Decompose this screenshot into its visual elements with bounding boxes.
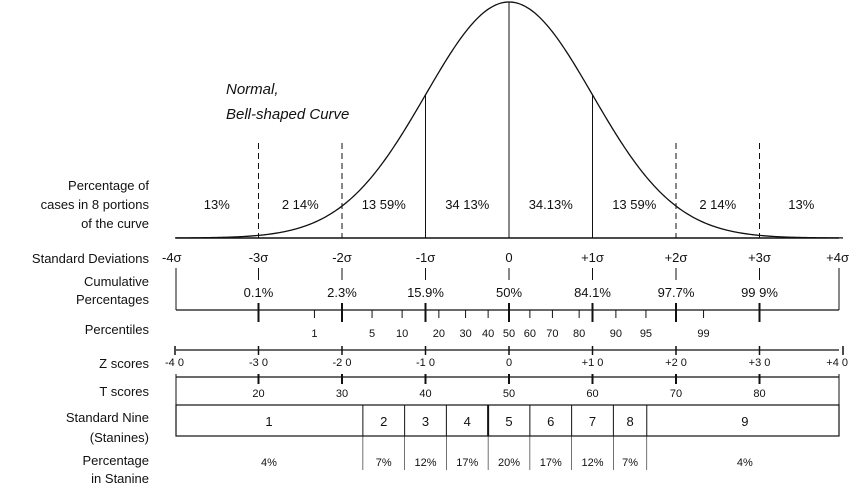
- std-dev-label: -3σ: [249, 250, 269, 265]
- percentile-label: 10: [396, 328, 408, 340]
- row-label-portions: of the curve: [81, 216, 149, 231]
- cumulative-label: 0.1%: [244, 285, 274, 300]
- stanine-label: 2: [380, 414, 387, 429]
- t-score-label: 60: [586, 388, 598, 400]
- cumulative-label: 99 9%: [741, 285, 778, 300]
- curve-title-line2: Bell-shaped Curve: [226, 106, 349, 123]
- stanine-percentage: 12%: [581, 457, 603, 469]
- row-label-cumulative: Cumulative: [84, 274, 149, 289]
- cumulative-label: 84.1%: [574, 285, 611, 300]
- portion-percentage: 13 59%: [612, 197, 657, 212]
- std-dev-label: +4σ: [826, 250, 849, 265]
- z-score-label: -3 0: [249, 357, 268, 369]
- stanine-percentage: 4%: [261, 457, 277, 469]
- percentile-label: 30: [459, 328, 471, 340]
- percentile-label: 50: [503, 328, 515, 340]
- stanine-label: 3: [422, 414, 429, 429]
- portion-percentage: 2 14%: [699, 197, 736, 212]
- t-score-label: 80: [753, 388, 765, 400]
- std-dev-label: -1σ: [416, 250, 436, 265]
- t-score-label: 70: [670, 388, 682, 400]
- stanine-label: 6: [547, 414, 554, 429]
- stanine-label: 5: [505, 414, 512, 429]
- row-label-z-scores: Z scores: [99, 356, 149, 371]
- portion-percentage: 13%: [788, 197, 814, 212]
- t-score-label: 40: [419, 388, 431, 400]
- t-score-label: 30: [336, 388, 348, 400]
- portion-percentage: 2 14%: [282, 197, 319, 212]
- row-label-stanine: (Stanines): [90, 430, 149, 445]
- std-dev-label: +3σ: [748, 250, 771, 265]
- percentile-label: 60: [524, 328, 536, 340]
- z-score-label: +2 0: [665, 357, 687, 369]
- std-dev-label: +1σ: [581, 250, 604, 265]
- z-score-label: +4 0: [826, 357, 848, 369]
- row-label-pct-stanine: in Stanine: [91, 471, 149, 486]
- cumulative-label: 50%: [496, 285, 522, 300]
- z-score-label: +1 0: [582, 357, 604, 369]
- percentile-label: 99: [697, 328, 709, 340]
- curve-title-line1: Normal,: [226, 81, 279, 98]
- z-score-label: +3 0: [749, 357, 771, 369]
- t-score-label: 50: [503, 388, 515, 400]
- stanine-label: 1: [265, 414, 272, 429]
- z-score-label: -1 0: [416, 357, 435, 369]
- stanine-percentage: 4%: [737, 457, 753, 469]
- stanine-percentage: 7%: [376, 457, 392, 469]
- t-score-label: 20: [252, 388, 264, 400]
- stanine-percentage: 12%: [414, 457, 436, 469]
- z-score-label: -2 0: [333, 357, 352, 369]
- row-label-t-scores: T scores: [99, 384, 149, 399]
- cumulative-label: 2.3%: [327, 285, 357, 300]
- portion-percentage: 34.13%: [529, 197, 574, 212]
- cumulative-label: 97.7%: [658, 285, 695, 300]
- row-label-std-dev: Standard Deviations: [32, 251, 150, 266]
- percentile-label: 95: [640, 328, 652, 340]
- percentile-label: 20: [433, 328, 445, 340]
- stanine-percentage: 20%: [498, 457, 520, 469]
- z-score-label: -4 0: [165, 357, 184, 369]
- portion-percentage: 13 59%: [362, 197, 407, 212]
- stanine-label: 9: [741, 414, 748, 429]
- row-label-percentiles: Percentiles: [85, 322, 150, 337]
- z-score-label: 0: [506, 357, 512, 369]
- percentile-label: 70: [546, 328, 558, 340]
- cumulative-label: 15.9%: [407, 285, 444, 300]
- std-dev-label: -2σ: [332, 250, 352, 265]
- portion-percentage: 34 13%: [445, 197, 490, 212]
- percentile-label: 1: [311, 328, 317, 340]
- stanine-percentage: 17%: [540, 457, 562, 469]
- row-label-stanine: Standard Nine: [66, 410, 149, 425]
- percentile-label: 90: [610, 328, 622, 340]
- stanine-box: [175, 404, 840, 437]
- row-label-portions: Percentage of: [68, 178, 149, 193]
- std-dev-label: +2σ: [665, 250, 688, 265]
- stanine-percentage: 7%: [622, 457, 638, 469]
- stanine-label: 4: [464, 414, 471, 429]
- percentile-label: 80: [573, 328, 585, 340]
- portion-percentage: 13%: [204, 197, 230, 212]
- std-dev-label: -4σ: [162, 250, 182, 265]
- row-label-portions: cases in 8 portions: [41, 197, 150, 212]
- std-dev-label: 0: [505, 250, 512, 265]
- row-label-pct-stanine: Percentage: [83, 453, 150, 468]
- stanine-percentage: 17%: [456, 457, 478, 469]
- percentile-label: 5: [369, 328, 375, 340]
- row-label-cumulative: Percentages: [76, 292, 149, 307]
- stanine-label: 7: [589, 414, 596, 429]
- stanine-label: 8: [626, 414, 633, 429]
- percentile-label: 40: [482, 328, 494, 340]
